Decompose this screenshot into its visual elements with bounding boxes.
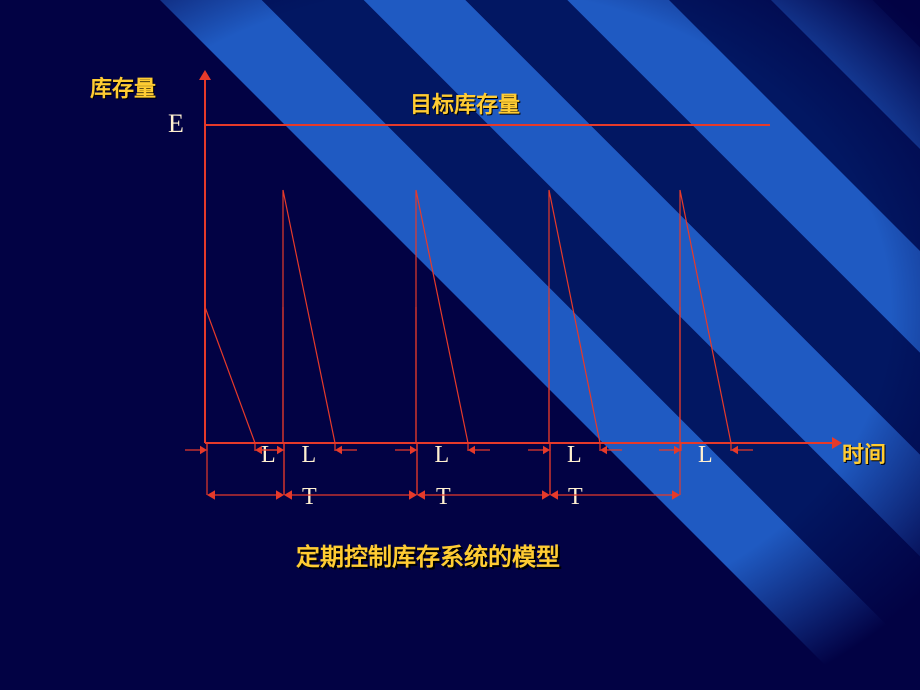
L-label: L (261, 442, 276, 468)
target-stock-label: 目标库存量 (410, 92, 520, 117)
L-label: L (567, 442, 582, 468)
L-label: L (302, 442, 317, 468)
x-axis-label: 时间 (842, 442, 886, 467)
L-label: L (435, 442, 450, 468)
T-label: T (302, 484, 317, 510)
T-label: T (568, 484, 583, 510)
y-axis-label: 库存量 (90, 76, 156, 101)
diagram-title: 定期控制库存系统的模型 (296, 543, 560, 571)
L-label: L (698, 442, 713, 468)
E-label: E (168, 109, 184, 138)
T-label: T (436, 484, 451, 510)
